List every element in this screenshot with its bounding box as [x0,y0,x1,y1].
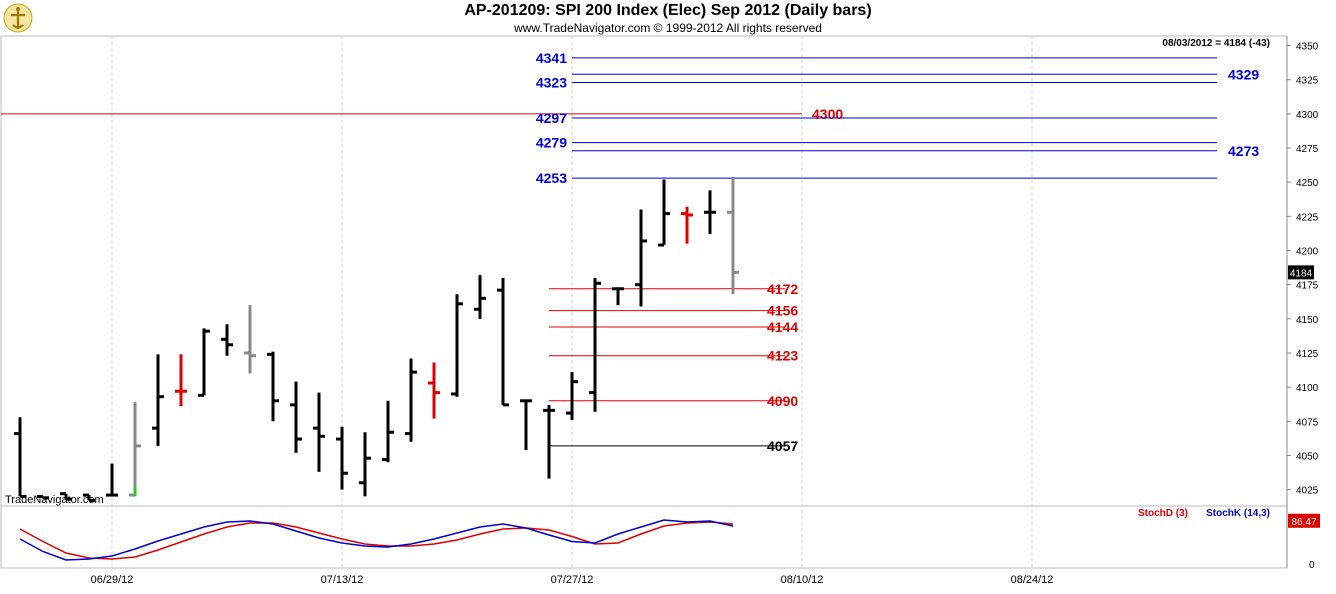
price-bar [198,328,210,397]
level-label-4329: 4329 [1228,66,1259,82]
last-value-text: 08/03/2012 = 4184 (-43) [1162,38,1270,49]
price-bar [37,494,49,500]
price-panel-frame [0,35,1288,507]
price-bar [244,305,256,374]
price-bar [681,206,693,244]
x-tick-label: 06/29/12 [91,574,134,586]
stoch-last-tag: 86.47 [1291,517,1316,528]
y-tick-label: 4050 [1296,451,1319,462]
y-tick-label: 4300 [1296,110,1319,121]
price-bar [566,372,578,420]
price-bar [336,426,348,490]
price-bar [290,381,302,453]
price-bar [313,392,325,472]
y-tick-label: 4325 [1296,76,1319,87]
x-tick-label: 08/10/12 [781,574,824,586]
price-bar [221,324,233,356]
watermark-text: TradeNavigator.com [5,494,104,506]
price-bar [704,190,716,235]
price-bar [267,351,279,422]
stoch-legend-k: StochK (14,3) [1206,508,1270,519]
level-label-4144: 4144 [767,319,798,335]
chart-subtitle: www.TradeNavigator.com © 1999-2012 All r… [514,21,822,35]
y-tick-label: 4100 [1296,383,1319,394]
level-label-4090: 4090 [767,393,798,409]
last-price-tag: 4184 [1290,268,1313,279]
stoch-line-blue [19,519,734,561]
price-bar [451,294,463,397]
level-label-4279: 4279 [536,135,567,151]
price-bar [175,354,187,407]
y-tick-label: 4150 [1296,315,1319,326]
y-tick-label: 4075 [1296,417,1319,428]
price-bar [497,277,509,407]
price-bar [152,354,164,446]
price-bar [405,358,417,442]
price-bar [474,275,486,319]
level-label-4253: 4253 [536,170,567,186]
y-tick-label: 4250 [1296,178,1319,189]
level-label-4300: 4300 [812,106,843,122]
stoch-line-red [19,521,734,560]
trade-navigator-logo-icon [3,3,33,33]
stoch-y-tick-label: 0 [1309,560,1315,571]
price-bar [14,417,26,498]
price-bar [359,432,371,497]
price-bar [727,176,739,295]
level-label-4057: 4057 [767,438,798,454]
price-bar [589,277,601,412]
price-bar [428,362,440,419]
x-tick-label: 08/24/12 [1011,574,1054,586]
chart-title: AP-201209: SPI 200 Index (Elec) Sep 2012… [464,2,872,19]
level-label-4172: 4172 [767,281,798,297]
price-bar [382,400,394,463]
level-label-4156: 4156 [767,303,798,319]
level-label-4297: 4297 [536,110,567,126]
stoch-last-tag-bg [1288,513,1320,528]
price-bar [658,179,670,247]
y-tick-label: 4275 [1296,144,1319,155]
price-bar [60,492,72,501]
price-bar [635,209,647,307]
price-bar [129,402,141,497]
level-label-4341: 4341 [536,50,567,66]
y-tick-label: 4125 [1296,349,1319,360]
level-label-4323: 4323 [536,74,567,90]
price-bar [106,463,118,497]
x-tick-label: 07/27/12 [551,574,594,586]
y-tick-label: 4025 [1296,486,1319,497]
price-bar [543,404,555,479]
y-tick-label: 4225 [1296,212,1319,223]
price-bar [83,493,95,503]
y-tick-label: 4350 [1296,42,1319,53]
price-bar [612,287,624,306]
stoch-legend-d: StochD (3) [1138,508,1188,519]
price-bar [520,399,532,450]
x-tick-label: 07/13/12 [321,574,364,586]
level-label-4273: 4273 [1228,143,1259,159]
last-price-tag-bg [1288,265,1314,280]
level-label-4123: 4123 [767,348,798,364]
y-tick-label: 4200 [1296,247,1319,258]
y-tick-label: 4175 [1296,281,1319,292]
